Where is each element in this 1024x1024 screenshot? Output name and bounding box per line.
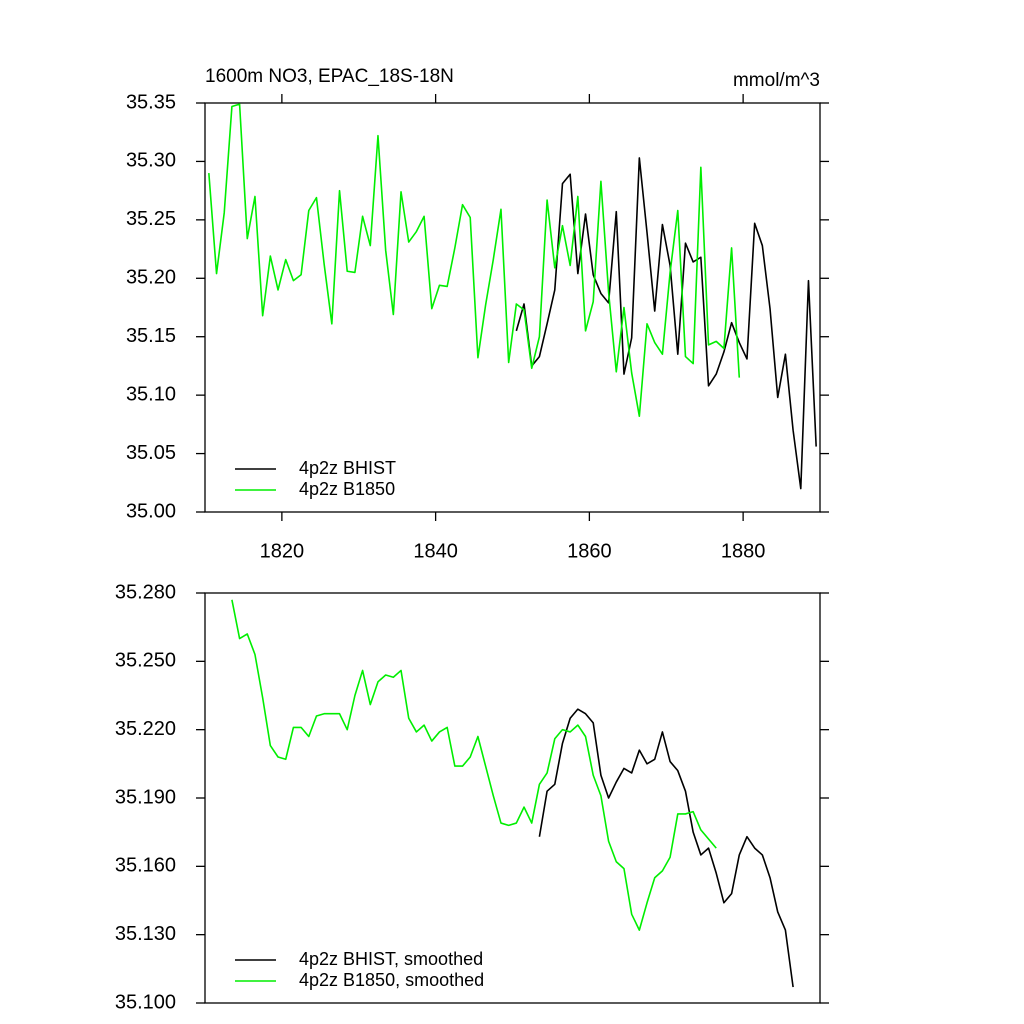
x-tick-label: 1880 [721, 540, 766, 562]
x-tick-label: 1860 [567, 540, 612, 562]
y-tick-label: 35.250 [115, 650, 176, 672]
y-tick-label: 35.35 [126, 91, 176, 113]
plot-frame [204, 102, 821, 513]
x-tick-label: 1840 [413, 540, 458, 562]
y-tick-label: 35.15 [126, 325, 176, 347]
data-line [538, 708, 794, 988]
legend-label: 4p2z BHIST, smoothed [299, 949, 483, 969]
y-tick-label: 35.280 [115, 581, 176, 603]
y-tick-label: 35.220 [115, 718, 176, 740]
legend-label: 4p2z B1850 [299, 479, 395, 499]
y-tick-label: 35.25 [126, 208, 176, 230]
y-tick-label: 35.10 [126, 383, 176, 405]
y-tick-label: 35.160 [115, 855, 176, 877]
y-tick-label: 35.100 [115, 991, 176, 1013]
legend-label: 4p2z BHIST [299, 458, 396, 478]
y-tick-label: 35.130 [115, 923, 176, 945]
plot-frame [204, 592, 821, 1004]
legend-label: 4p2z B1850, smoothed [299, 970, 484, 990]
y-tick-label: 35.20 [126, 267, 176, 289]
x-tick-label: 1820 [260, 540, 305, 562]
data-line [231, 599, 717, 931]
chart-title: 1600m NO3, EPAC_18S-18N [205, 66, 454, 87]
y-tick-label: 35.05 [126, 442, 176, 464]
data-line [515, 157, 817, 490]
y-tick-label: 35.00 [126, 500, 176, 522]
y-tick-label: 35.190 [115, 786, 176, 808]
units-label: mmol/m^3 [733, 70, 820, 91]
y-tick-label: 35.30 [126, 150, 176, 172]
data-line [208, 103, 741, 417]
